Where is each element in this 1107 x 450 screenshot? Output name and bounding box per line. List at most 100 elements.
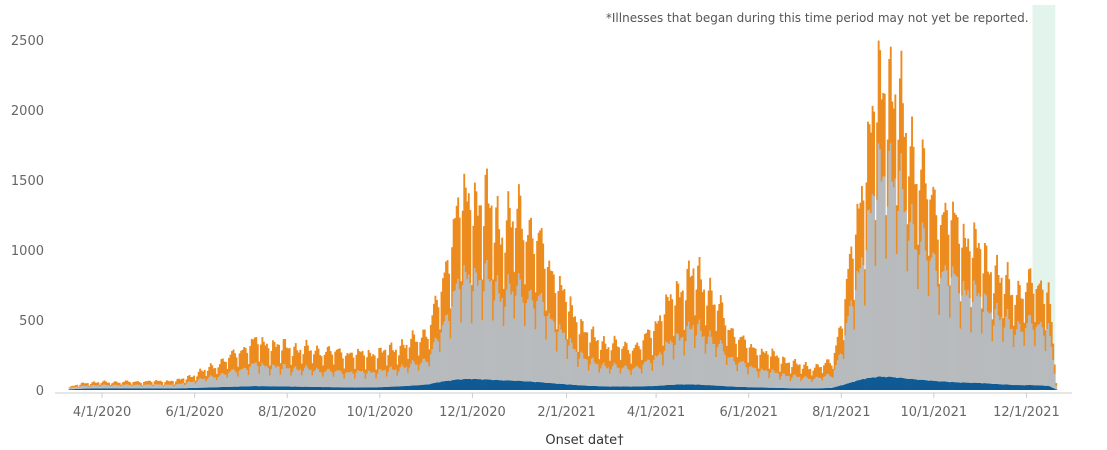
bar-segment-orange	[133, 381, 136, 385]
bar-segment-gray	[584, 359, 587, 386]
bar-segment-gray	[974, 284, 977, 383]
bar-segment-orange	[167, 380, 170, 385]
bar-segment-blue	[232, 386, 235, 390]
bar-segment-blue	[628, 386, 631, 390]
bar-segment-blue	[1008, 384, 1011, 390]
bar-segment-orange	[987, 271, 989, 312]
bar-segment-blue	[848, 382, 851, 390]
bar-segment-orange	[94, 382, 97, 386]
bar-segment-gray	[607, 367, 610, 387]
bar-segment-orange	[771, 348, 774, 370]
bar-segment-blue	[282, 386, 285, 390]
bar-segment-gray	[117, 385, 120, 389]
bar-segment-blue	[367, 387, 370, 390]
bar-segment-gray	[225, 374, 227, 387]
bar-segment-gray	[114, 384, 117, 389]
bar-segment-orange	[946, 210, 948, 271]
bar-segment-orange	[335, 349, 338, 371]
bar-segment-gray	[988, 313, 991, 384]
bar-segment-gray	[927, 296, 930, 381]
bar-segment-gray	[762, 370, 765, 388]
bar-segment-gray	[700, 330, 702, 385]
bar-segment-orange	[240, 350, 243, 370]
bar-segment-blue	[123, 388, 126, 390]
bar-segment-blue	[909, 378, 912, 390]
bar-segment-orange	[1044, 330, 1047, 352]
bar-segment-blue	[165, 388, 168, 390]
bar-segment-orange	[640, 359, 643, 374]
bar-segment-orange	[1029, 268, 1032, 315]
bar-segment-orange	[209, 363, 212, 376]
bar-segment-orange	[958, 243, 961, 294]
bar-segment-gray	[1052, 360, 1055, 388]
bar-segment-blue	[88, 388, 91, 390]
bar-segment-orange	[551, 271, 554, 320]
x-tick-label: 12/1/2020	[439, 405, 506, 420]
bar-segment-orange	[939, 225, 942, 279]
bar-segment-orange	[730, 328, 733, 357]
bar-segment-orange	[452, 219, 455, 292]
bar-segment-orange	[303, 346, 306, 368]
bar-segment-blue	[677, 384, 680, 390]
bar-segment-orange	[841, 328, 844, 355]
bar-segment-gray	[278, 366, 280, 387]
bar-segment-blue	[130, 388, 133, 390]
bar-segment-blue	[1027, 385, 1030, 390]
bar-segment-orange	[483, 226, 485, 292]
bar-segment-blue	[674, 384, 677, 390]
bar-segment-gray	[618, 367, 621, 387]
bar-segment-blue	[111, 388, 114, 390]
bar-segment-gray	[657, 355, 660, 386]
bar-segment-blue	[561, 383, 564, 390]
bar-segment-gray	[920, 241, 923, 380]
bar-segment-gray	[401, 364, 403, 387]
bar-segment-orange	[118, 382, 121, 386]
bar-segment-gray	[751, 367, 754, 388]
bar-segment-blue	[114, 388, 117, 390]
bar-segment-orange	[140, 383, 142, 386]
bar-segment-orange	[546, 267, 549, 317]
bar-segment-orange	[938, 283, 941, 316]
bar-segment-orange	[956, 217, 959, 278]
bar-segment-orange	[539, 230, 542, 295]
bar-segment-gray	[609, 373, 611, 387]
bar-segment-gray	[439, 352, 441, 383]
bar-segment-orange	[516, 208, 519, 286]
bar-segment-gray	[648, 359, 651, 387]
bar-segment-gray	[716, 347, 719, 386]
bar-segment-gray	[442, 325, 444, 382]
bar-segment-orange	[458, 217, 461, 290]
bar-segment-blue	[205, 387, 208, 390]
bar-segment-blue	[932, 380, 935, 390]
bar-segment-blue	[170, 388, 173, 390]
bar-segment-blue	[1002, 384, 1005, 390]
bar-segment-orange	[370, 356, 373, 374]
bar-segment-orange	[486, 168, 488, 261]
bar-segment-blue	[873, 377, 876, 390]
bar-segment-gray	[501, 298, 504, 381]
bar-segment-orange	[202, 371, 205, 380]
bar-segment-gray	[311, 375, 314, 387]
bar-segment-gray	[1029, 314, 1032, 386]
bar-segment-blue	[607, 386, 610, 390]
bar-segment-orange	[955, 214, 957, 276]
bar-segment-blue	[373, 387, 376, 390]
bar-segment-gray	[810, 382, 813, 389]
bar-segment-gray	[357, 370, 359, 388]
bar-segment-blue	[341, 387, 344, 390]
bar-segment-orange	[980, 308, 983, 334]
bar-segment-blue	[1014, 385, 1017, 390]
bar-segment-orange	[595, 341, 598, 365]
bar-segment-gray	[124, 384, 127, 389]
bar-segment-gray	[467, 274, 470, 379]
bar-segment-orange	[102, 381, 104, 385]
bar-segment-gray	[322, 376, 325, 388]
bar-segment-gray	[756, 371, 759, 388]
bar-segment-gray	[429, 354, 432, 384]
bar-segment-orange	[493, 242, 496, 301]
bar-segment-orange	[795, 363, 798, 377]
bar-segment-orange	[285, 347, 288, 369]
bar-segment-gray	[1035, 327, 1038, 386]
bar-segment-orange	[79, 384, 82, 387]
bar-segment-orange	[530, 217, 532, 290]
